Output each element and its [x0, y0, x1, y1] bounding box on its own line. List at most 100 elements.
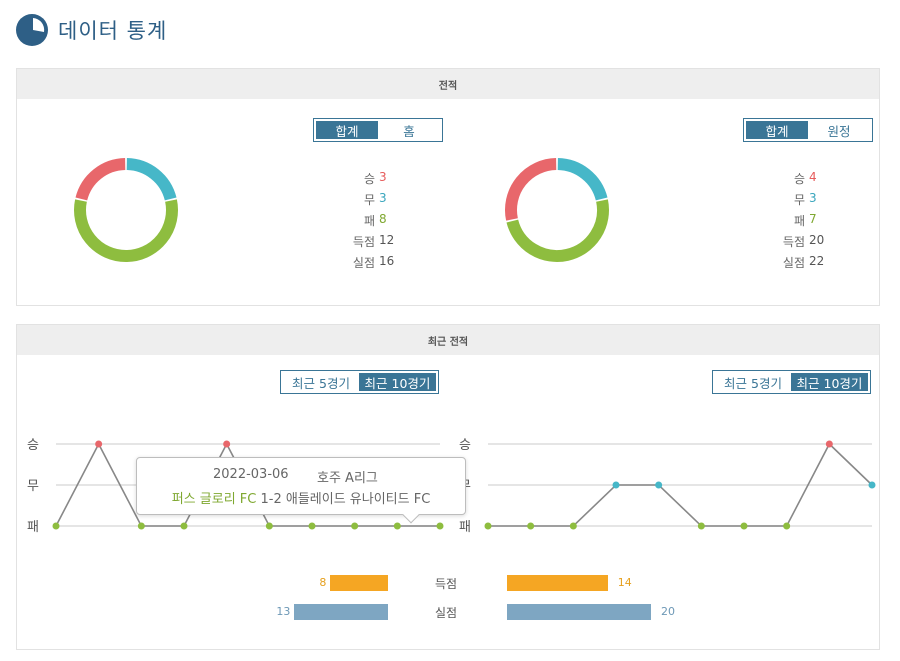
recent-left-point[interactable] — [52, 522, 60, 530]
stat-value: 3 — [809, 191, 817, 205]
recent-right-toggle: 최근 5경기 최근 10경기 — [712, 370, 871, 394]
stat-value: 22 — [809, 254, 825, 268]
donut-draw-segment — [126, 158, 177, 201]
tooltip-score: 1-2 — [260, 492, 282, 507]
recent-left-toggle: 최근 5경기 최근 10경기 — [280, 370, 439, 394]
donut-win-segment — [75, 158, 126, 201]
scored-right-value: 14 — [617, 576, 632, 589]
scored-right-bar — [507, 575, 608, 591]
stat-value: 20 — [809, 233, 825, 247]
stat-label: 무 — [363, 193, 375, 207]
conceded-label: 실점 — [435, 606, 458, 620]
record-right-toggle-away[interactable]: 원정 — [808, 121, 870, 139]
stat-value: 3 — [379, 191, 387, 205]
recent-right-point[interactable] — [825, 440, 833, 448]
recent-left-axis-label: 승 — [27, 438, 39, 453]
pie-chart-icon — [16, 14, 48, 46]
stat-value: 8 — [379, 212, 387, 226]
recent-left-point[interactable] — [393, 522, 401, 530]
tooltip-away-team: 애들레이드 유나이티드 FC — [285, 492, 431, 507]
stat-label: 득점 — [352, 235, 375, 249]
stat-label: 승 — [793, 172, 805, 186]
stat-label: 득점 — [782, 235, 805, 249]
record-left-toggle: 합계 홈 — [313, 118, 443, 142]
scored-left-value: 8 — [319, 576, 327, 589]
recent-left-toggle-10[interactable]: 최근 10경기 — [359, 373, 436, 391]
recent-left-point[interactable] — [223, 440, 231, 448]
scored-left-bar — [330, 575, 388, 591]
recent-right-toggle-5[interactable]: 최근 5경기 — [715, 373, 791, 391]
stat-row: 득점 20 — [735, 233, 855, 249]
stat-value: 16 — [379, 254, 395, 268]
conceded-left-bar — [294, 604, 388, 620]
stat-value: 4 — [809, 170, 817, 184]
stat-label: 승 — [363, 172, 375, 186]
record-left-toggle-total[interactable]: 합계 — [316, 121, 378, 139]
recent-right-series-line — [488, 442, 873, 527]
conceded-right-value: 20 — [661, 605, 675, 618]
scored-label: 득점 — [435, 577, 458, 591]
recent-left-axis-label: 패 — [27, 520, 39, 535]
donut-loss-segment — [506, 199, 609, 262]
stat-label: 실점 — [782, 256, 805, 270]
stat-label: 무 — [793, 193, 805, 207]
tooltip-league: 호주 A리그 — [317, 471, 378, 486]
recent-left-point[interactable] — [308, 522, 316, 530]
record-panel-title: 전적 — [17, 69, 879, 99]
donut-win-segment — [505, 158, 557, 221]
conceded-left-value: 13 — [276, 605, 291, 618]
match-tooltip: 2022-03-06 호주 A리그 퍼스 글로리 FC 1-2 애들레이드 유나… — [136, 457, 466, 524]
recent-right-point[interactable] — [655, 481, 663, 489]
record-panel: 전적 합계 홈 합계 원정 승 3 무 3 패 8 득점 12 실점 16 승 4 무 3 패 7 득점 20 실… — [16, 68, 880, 306]
tooltip-home-team: 퍼스 글로리 FC — [171, 492, 257, 507]
recent-right-point[interactable] — [783, 522, 791, 530]
recent-panel-title: 최근 전적 — [17, 325, 879, 355]
recent-left-point[interactable] — [137, 522, 145, 530]
recent-right-point[interactable] — [697, 522, 705, 530]
recent-left-point[interactable] — [351, 522, 359, 530]
record-right-donut — [505, 158, 609, 262]
stat-value: 3 — [379, 170, 387, 184]
recent-left-point[interactable] — [265, 522, 273, 530]
page-title: 데이터 통계 — [58, 19, 168, 43]
record-right-toggle-total[interactable]: 합계 — [746, 121, 808, 139]
stat-row: 득점 12 — [305, 233, 425, 249]
recent-right-chart: 승무패 — [459, 438, 876, 535]
stat-label: 패 — [363, 214, 375, 228]
donut-draw-segment — [557, 158, 608, 201]
recent-left-toggle-5[interactable]: 최근 5경기 — [283, 373, 359, 391]
recent-right-point[interactable] — [527, 522, 535, 530]
recent-right-toggle-10[interactable]: 최근 10경기 — [791, 373, 868, 391]
recent-left-axis-label: 무 — [27, 479, 39, 494]
recent-right-point[interactable] — [868, 481, 876, 489]
record-left-donut — [74, 158, 178, 262]
tooltip-match: 퍼스 글로리 FC 1-2 애들레이드 유나이티드 FC — [137, 488, 465, 507]
recent-left-point[interactable] — [95, 440, 103, 448]
recent-right-axis-label: 패 — [459, 520, 471, 535]
recent-right-point[interactable] — [612, 481, 620, 489]
conceded-right-bar — [507, 604, 651, 620]
stat-row: 실점 16 — [305, 254, 425, 270]
recent-right-point[interactable] — [569, 522, 577, 530]
stat-value: 12 — [379, 233, 395, 247]
recent-left-point[interactable] — [436, 522, 444, 530]
stat-label: 패 — [793, 214, 805, 228]
recent-right-axis-label: 승 — [459, 438, 471, 453]
recent-left-point[interactable] — [180, 522, 188, 530]
donut-loss-segment — [74, 199, 178, 262]
page-header: 데이터 통계 — [16, 12, 167, 48]
stat-label: 실점 — [352, 256, 375, 270]
recent-right-point[interactable] — [484, 522, 492, 530]
tooltip-date: 2022-03-06 — [213, 467, 289, 482]
stat-row: 실점 22 — [735, 254, 855, 270]
record-right-toggle: 합계 원정 — [743, 118, 873, 142]
recent-right-point[interactable] — [740, 522, 748, 530]
record-left-toggle-home[interactable]: 홈 — [378, 121, 440, 139]
